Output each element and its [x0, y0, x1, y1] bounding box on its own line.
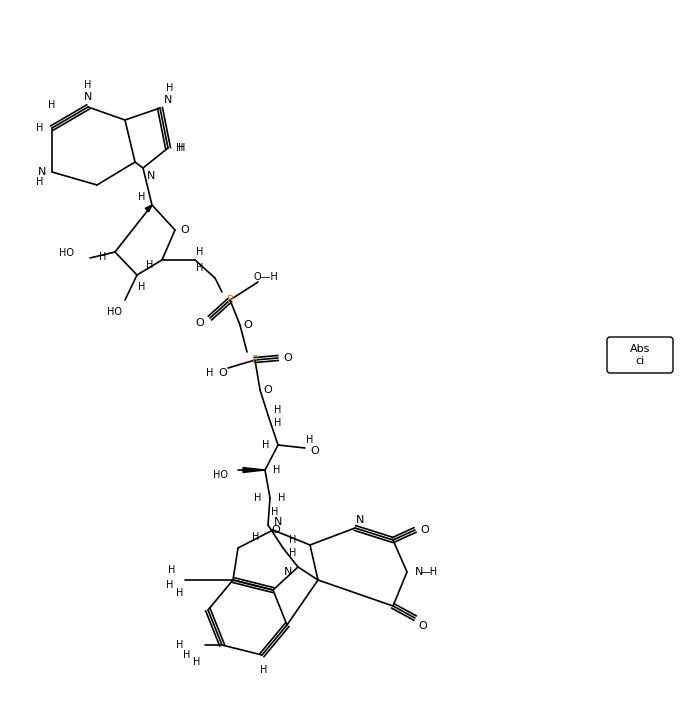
Text: N: N	[84, 92, 92, 102]
Text: H: H	[166, 580, 174, 590]
Text: N: N	[164, 95, 172, 105]
Text: H: H	[193, 657, 201, 667]
FancyBboxPatch shape	[607, 337, 673, 373]
Text: H: H	[176, 588, 184, 598]
Text: H: H	[206, 368, 213, 378]
Text: H: H	[273, 465, 281, 475]
Text: HO: HO	[59, 248, 74, 258]
Text: N: N	[274, 517, 282, 527]
Text: H: H	[289, 548, 296, 558]
Text: H: H	[84, 80, 92, 90]
Text: H: H	[255, 493, 261, 503]
Text: HO: HO	[213, 470, 228, 480]
Text: H: H	[99, 252, 107, 262]
Text: H: H	[168, 565, 176, 575]
Text: H: H	[262, 440, 270, 450]
Text: —H: —H	[421, 567, 438, 577]
Text: P: P	[252, 355, 259, 365]
Text: H: H	[271, 507, 279, 517]
Text: N: N	[415, 567, 423, 577]
Text: H: H	[289, 535, 296, 545]
Text: HO: HO	[108, 307, 123, 317]
Text: N: N	[38, 167, 46, 177]
Text: O: O	[283, 353, 292, 363]
Text: H: H	[139, 282, 145, 292]
Text: H: H	[274, 405, 282, 415]
Text: O: O	[196, 318, 204, 328]
Text: O: O	[421, 525, 429, 535]
Text: H: H	[139, 192, 145, 202]
Text: H: H	[176, 143, 184, 153]
Text: P: P	[226, 295, 233, 305]
Text: H: H	[36, 123, 44, 133]
Text: O: O	[311, 446, 320, 456]
Text: H: H	[196, 247, 204, 257]
Text: H: H	[176, 640, 184, 650]
Text: H: H	[279, 493, 285, 503]
Text: O: O	[272, 525, 281, 535]
Text: O: O	[263, 385, 272, 395]
Polygon shape	[243, 467, 265, 472]
Text: O: O	[418, 621, 427, 631]
Text: H: H	[178, 143, 186, 153]
Text: O: O	[244, 320, 252, 330]
Text: O: O	[219, 368, 227, 378]
Text: H: H	[307, 435, 314, 445]
Text: H: H	[166, 83, 174, 93]
Text: H: H	[146, 260, 154, 270]
Text: N: N	[356, 515, 364, 525]
Polygon shape	[145, 205, 152, 212]
Text: H: H	[260, 665, 268, 675]
Text: H: H	[196, 263, 204, 273]
Text: N: N	[284, 567, 292, 577]
Text: H: H	[48, 100, 56, 110]
Text: H: H	[183, 650, 191, 660]
Text: H: H	[36, 177, 44, 187]
Text: H: H	[274, 418, 282, 428]
Text: N: N	[147, 171, 155, 181]
Text: O—H: O—H	[254, 272, 279, 282]
Text: H: H	[252, 532, 260, 542]
Text: O: O	[180, 225, 189, 235]
Text: Abs
ci: Abs ci	[630, 344, 650, 366]
